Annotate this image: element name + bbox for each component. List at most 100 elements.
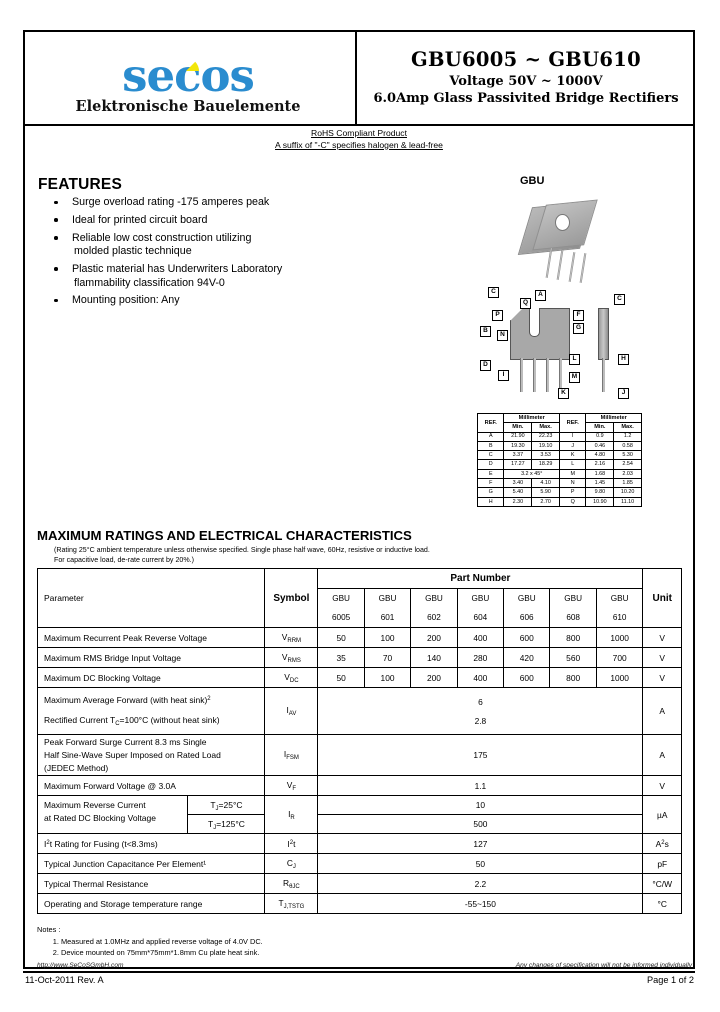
row-symbol: IFSM (264, 734, 319, 776)
document-title-block: GBU6005 ~ GBU610 Voltage 50V ~ 1000V 6.0… (357, 30, 695, 124)
dim-ref: B (476, 440, 505, 452)
lead-3d (579, 253, 587, 283)
dim-sub-max-left: Max. (531, 422, 560, 433)
dim-ref: P (558, 487, 587, 498)
table-header-row-2: GBU GBU GBU GBU GBU GBU GBU (38, 588, 682, 608)
row-value: -55~150 (317, 893, 644, 914)
dim-min: 3.40 (503, 478, 533, 489)
package-title: GBU (520, 175, 545, 187)
dimension-row: F 3.40 4.10 N 1.45 1.85 (476, 478, 642, 489)
row-value: 1000 (595, 667, 644, 688)
dim-max: 2.03 (613, 468, 642, 480)
ratings-conditions: (Rating 25°C ambient temperature unless … (54, 546, 654, 565)
lead-3d (556, 250, 564, 280)
row-value: 100 (363, 667, 412, 688)
row-unit: µA (642, 795, 682, 834)
pn-suffix: 601 (363, 608, 412, 628)
row-value: 100 (363, 627, 412, 648)
dim-min: 4.80 (585, 450, 615, 461)
dim-col-mm-right: Millimeter (585, 412, 642, 424)
callout-d: D (480, 360, 491, 371)
dim-max: 4.10 (531, 478, 560, 489)
dim-max: 22.23 (531, 431, 560, 442)
dim-max: 1.2 (613, 431, 642, 442)
dimension-row: G 5.40 5.90 P 9.80 10.20 (476, 487, 642, 498)
table-row-forward-voltage: Maximum Forward Voltage @ 3.0A VF 1.1 V (36, 775, 682, 796)
dimension-table-subheader: Min. Max. Min. Max. (478, 422, 642, 433)
header-part-number: Part Number (317, 568, 644, 589)
package-outline-front (510, 308, 570, 360)
callout-g: G (573, 323, 584, 334)
pn-suffix: 606 (503, 608, 551, 628)
rohs-statement: RoHS Compliant Product A suffix of "-C" … (23, 128, 695, 151)
callout-q: Q (520, 298, 531, 309)
row-unit: A (642, 687, 682, 735)
row-value: 1000 (595, 627, 644, 648)
surge-line3: (JEDEC Method) (44, 762, 109, 773)
row-value: 600 (503, 667, 551, 688)
row-unit: °C (642, 893, 682, 914)
dimension-row: D 17.27 18.29 L 2.16 2.54 (476, 459, 642, 470)
feature-text: Surge overload rating -175 amperes peak (72, 196, 270, 208)
feature-text: Reliable low cost construction utilizing (72, 231, 252, 244)
table-header-row-3: 6005 601 602 604 606 608 610 (38, 608, 682, 628)
dimension-row: A 21.90 22.23 I 0.9 1.2 (476, 431, 642, 442)
dim-ref: C (476, 450, 505, 461)
row-unit: V (642, 667, 682, 688)
row-value: 600 (503, 627, 551, 648)
header-symbol: Symbol (264, 568, 319, 628)
page-border (23, 30, 695, 969)
row-unit: A (642, 734, 682, 776)
row-value: 560 (549, 647, 597, 668)
dim-max: 3.53 (531, 450, 560, 461)
dim-min: 2.16 (585, 459, 615, 470)
row-symbol: VRRM (264, 627, 319, 648)
table-row: Maximum Recurrent Peak Reverse Voltage V… (36, 627, 682, 648)
table-row: Maximum DC Blocking Voltage VDC 50 100 2… (36, 667, 682, 688)
dim-col-ref-left: REF. (476, 413, 505, 433)
revision-date: 11-Oct-2011 Rev. A (25, 975, 104, 985)
voltage-subtitle: Voltage 50V ~ 1000V (449, 74, 603, 89)
dim-min: 0.9 (585, 431, 615, 442)
callout-j: J (618, 388, 629, 399)
row-value: 280 (456, 647, 505, 668)
pn-prefix: GBU (456, 588, 505, 608)
row-value: 127 (317, 833, 644, 854)
dim-max: 0.58 (613, 440, 642, 452)
table-row-average-current: Maximum Average Forward (with heat sink)… (36, 687, 682, 735)
package-outline-side (598, 308, 609, 360)
dim-ref: E (476, 468, 505, 480)
dim-max: 2.54 (613, 459, 642, 470)
row-parameter: Peak Forward Surge Current 8.3 ms Single… (36, 734, 266, 776)
row-value: 50 (317, 667, 365, 688)
ratings-conditions-line1: (Rating 25°C ambient temperature unless … (54, 546, 430, 554)
feature-item: Ideal for printed circuit board (48, 214, 348, 228)
row-value: 70 (363, 647, 412, 668)
row-value: 200 (410, 627, 458, 648)
row-value: 1.1 (317, 775, 644, 796)
callout-n: N (497, 330, 508, 341)
feature-text: Mounting position: Any (72, 294, 180, 307)
row-value: 700 (595, 647, 644, 668)
row-unit: V (642, 775, 682, 796)
dim-ref: F (476, 478, 505, 489)
package-slot (529, 308, 540, 337)
callout-c-top: C (488, 287, 499, 298)
logo-tagline: Elektronische Bauelemente (75, 98, 301, 115)
note-item: Measured at 1.0MHz and applied reverse v… (61, 937, 263, 948)
table-row: Typical Thermal Resistance RθJC 2.2 °C/W (36, 873, 682, 894)
ratings-heading: MAXIMUM RATINGS AND ELECTRICAL CHARACTER… (37, 528, 412, 543)
avg-line2: Rectified Current T (44, 714, 116, 725)
dim-min: 5.40 (503, 487, 533, 498)
company-url[interactable]: http://www.SeCoSGmbH.com (37, 962, 124, 969)
row-value: 400 (456, 627, 505, 648)
dim-ref: D (476, 459, 505, 470)
row-symbol: CJ (264, 853, 319, 874)
header-parameter: Parameter (36, 568, 266, 628)
dimension-row: C 3.37 3.53 K 4.80 5.30 (476, 450, 642, 461)
dimension-row: E 3.2 x 45° M 1.68 2.03 (476, 468, 642, 480)
callout-h: H (618, 354, 629, 365)
dimension-row: B 19.30 19.10 J 0.46 0.58 (476, 440, 642, 452)
dim-span-value: 3.2 x 45° (503, 468, 560, 480)
dim-max: 5.30 (613, 450, 642, 461)
